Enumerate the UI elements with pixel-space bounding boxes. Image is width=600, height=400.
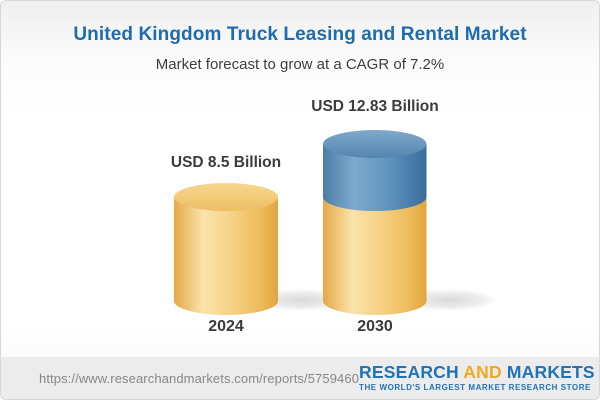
logo-word-research: RESEARCH: [359, 361, 459, 382]
category-label-2030: 2030: [357, 318, 393, 335]
logo-tagline: THE WORLD'S LARGEST MARKET RESEARCH STOR…: [359, 383, 591, 393]
report-url[interactable]: https://www.researchandmarkets.com/repor…: [39, 370, 360, 386]
value-label-2024: USD 8.5 Billion: [170, 154, 282, 171]
cylinder-2030-base-segment: [323, 197, 427, 316]
logo-word-markets: MARKETS: [506, 361, 595, 382]
category-label-2024: 2024: [208, 318, 244, 335]
chart-subtitle: Market forecast to grow at a CAGR of 7.2…: [155, 56, 445, 73]
cylinder-2024: [174, 183, 278, 315]
footer-bar: https://www.researchandmarkets.com/repor…: [1, 357, 599, 399]
value-label-2030: USD 12.83 Billion: [311, 98, 439, 115]
logo-wordmark: RESEARCH AND MARKETS: [359, 361, 595, 382]
chart-title: United Kingdom Truck Leasing and Rental …: [73, 24, 527, 45]
logo-word-and: AND: [463, 361, 502, 382]
cylinder-2030: [323, 130, 427, 316]
researchandmarkets-logo[interactable]: RESEARCH AND MARKETS THE WORLD'S LARGEST…: [359, 361, 595, 393]
cylinder-2030-growth-segment: [323, 144, 427, 212]
